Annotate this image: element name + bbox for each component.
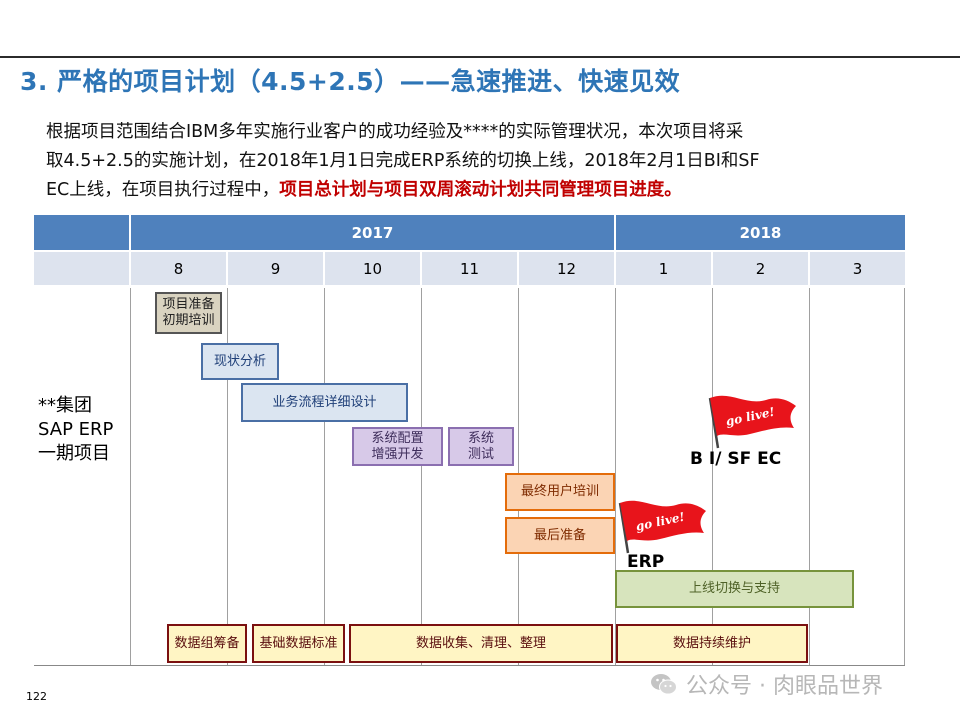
task-data-collect: 数据收集、清理、整理: [349, 624, 613, 663]
bi-sfec-label: B I/ SF EC: [690, 449, 782, 469]
month-3: 3: [810, 252, 905, 285]
page-title: 3. 严格的项目计划（4.5+2.5）——急速推进、快速见效: [20, 67, 681, 96]
grid-line: [227, 288, 228, 666]
grid-line: [615, 288, 616, 666]
grid-line: [130, 288, 131, 666]
header-corner-year: [34, 215, 129, 250]
intro-highlight: 项目总计划与项目双周滚动计划共同管理项目进度。: [279, 180, 682, 200]
year-2018: 2018: [616, 215, 905, 250]
grid-line: [809, 288, 810, 666]
intro-line-3-plain: EC上线，在项目执行过程中，: [46, 180, 280, 200]
task-process-design: 业务流程详细设计: [241, 383, 408, 422]
task-project-prep: 项目准备 初期培训: [155, 292, 222, 334]
task-final-prep: 最后准备: [505, 517, 615, 554]
wechat-icon: [651, 674, 677, 695]
month-11: 11: [422, 252, 517, 285]
erp-label: ERP: [627, 552, 665, 572]
month-2: 2: [713, 252, 808, 285]
month-10: 10: [325, 252, 420, 285]
project-label-line-1: **集团: [38, 395, 92, 416]
grid-line: [421, 288, 422, 666]
grid-baseline: [34, 665, 905, 666]
project-label: **集团 SAP ERP 一期项目: [38, 394, 113, 466]
watermark-text: 公众号 · 肉眼品世界: [686, 674, 883, 699]
golive-flag-bi-icon: go live!: [708, 395, 796, 449]
month-9: 9: [228, 252, 323, 285]
intro-paragraph: 根据项目范围结合IBM多年实施行业客户的成功经验及****的实际管理状况，本次项…: [46, 118, 926, 205]
task-data-standard: 基础数据标准: [252, 624, 345, 663]
page-number: 122: [26, 690, 47, 703]
gantt-header: 2017 2018 8 9 10 11 12 1 2 3: [34, 215, 905, 286]
task-golive-support: 上线切换与支持: [615, 570, 854, 608]
task-data-team: 数据组筹备: [167, 624, 247, 663]
task-user-training: 最终用户培训: [505, 473, 615, 511]
project-label-line-3: 一期项目: [38, 443, 110, 464]
task-system-test: 系统 测试: [448, 427, 514, 466]
golive-flag-erp-icon: go live!: [618, 500, 706, 554]
month-8: 8: [131, 252, 226, 285]
year-2017: 2017: [131, 215, 614, 250]
intro-line-2: 取4.5+2.5的实施计划，在2018年1月1日完成ERP系统的切换上线，201…: [46, 151, 760, 171]
grid-line: [324, 288, 325, 666]
month-12: 12: [519, 252, 614, 285]
month-1: 1: [616, 252, 711, 285]
grid-line: [904, 288, 905, 666]
header-corner-month: [34, 252, 129, 285]
task-system-config: 系统配置 增强开发: [352, 427, 443, 466]
intro-line-1: 根据项目范围结合IBM多年实施行业客户的成功经验及****的实际管理状况，本次项…: [46, 122, 744, 142]
watermark: 公众号 · 肉眼品世界: [650, 668, 883, 700]
gantt-grid: [34, 288, 905, 666]
top-rule: [0, 56, 960, 58]
project-label-line-2: SAP ERP: [38, 419, 114, 440]
intro-line-3: EC上线，在项目执行过程中，项目总计划与项目双周滚动计划共同管理项目进度。: [46, 176, 926, 205]
task-data-maintain: 数据持续维护: [616, 624, 808, 663]
task-current-analysis: 现状分析: [201, 343, 279, 380]
grid-line: [712, 288, 713, 666]
